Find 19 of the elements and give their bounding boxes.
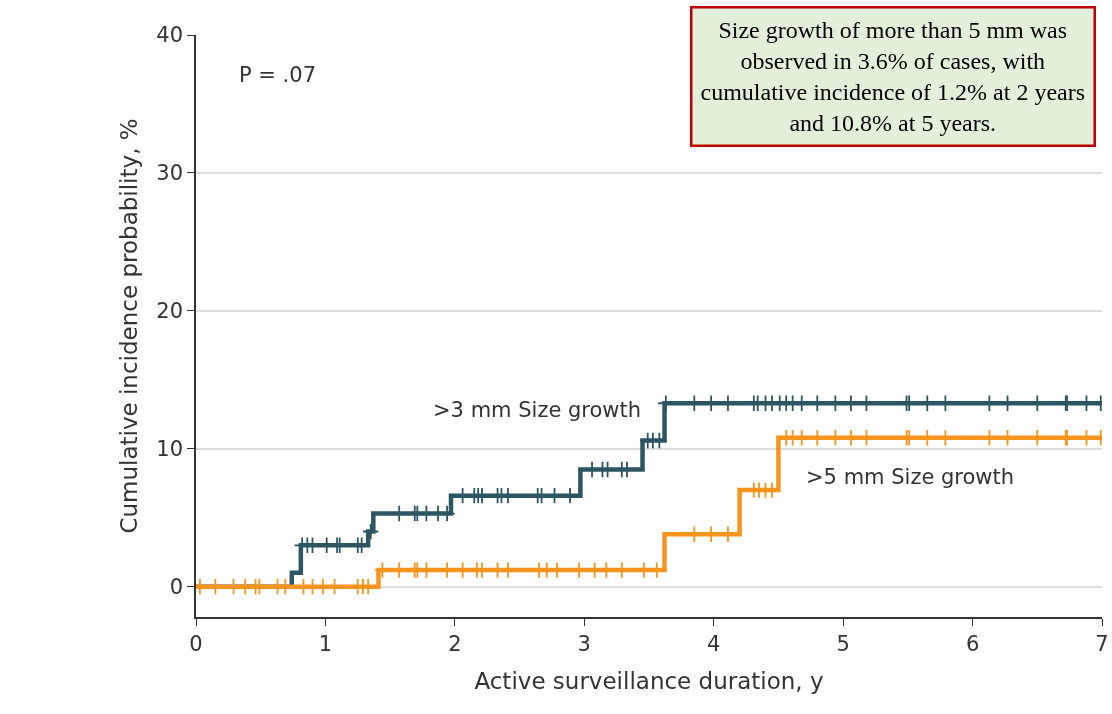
y-tick-label: 20 — [156, 299, 184, 324]
x-tick-label: 0 — [189, 631, 203, 656]
x-axis-title: Active surveillance duration, y — [474, 668, 824, 695]
y-tick-label: 30 — [156, 161, 184, 186]
series-label: >5 mm Size growth — [806, 465, 1015, 489]
x-tick-label: 7 — [1095, 631, 1109, 656]
y-tick-label: 0 — [169, 575, 184, 600]
x-tick-label: 2 — [448, 631, 462, 656]
series-label: >3 mm Size growth — [433, 398, 642, 422]
x-tick-label: 6 — [965, 631, 980, 656]
y-tick-label: 10 — [156, 437, 184, 462]
x-tick-label: 1 — [318, 631, 333, 656]
y-tick-label: 40 — [156, 23, 184, 48]
annotation: P = .07 — [239, 63, 317, 87]
y-axis-title: Cumulative incidence probability, % — [116, 118, 143, 534]
annotation: Size growth of more than 5 mm was observed in 3.6% of cases, with cumulative incidence of 1.2% at 2 years and 10.8% at 5 years. — [700, 16, 1086, 137]
x-tick-label: 3 — [577, 631, 591, 656]
x-tick-label: 5 — [836, 631, 850, 656]
x-tick-label: 4 — [707, 631, 721, 656]
